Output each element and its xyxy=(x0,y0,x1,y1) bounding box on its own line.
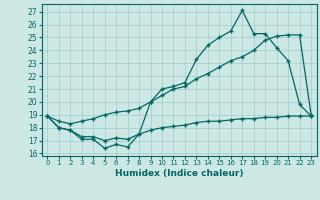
X-axis label: Humidex (Indice chaleur): Humidex (Indice chaleur) xyxy=(115,169,244,178)
